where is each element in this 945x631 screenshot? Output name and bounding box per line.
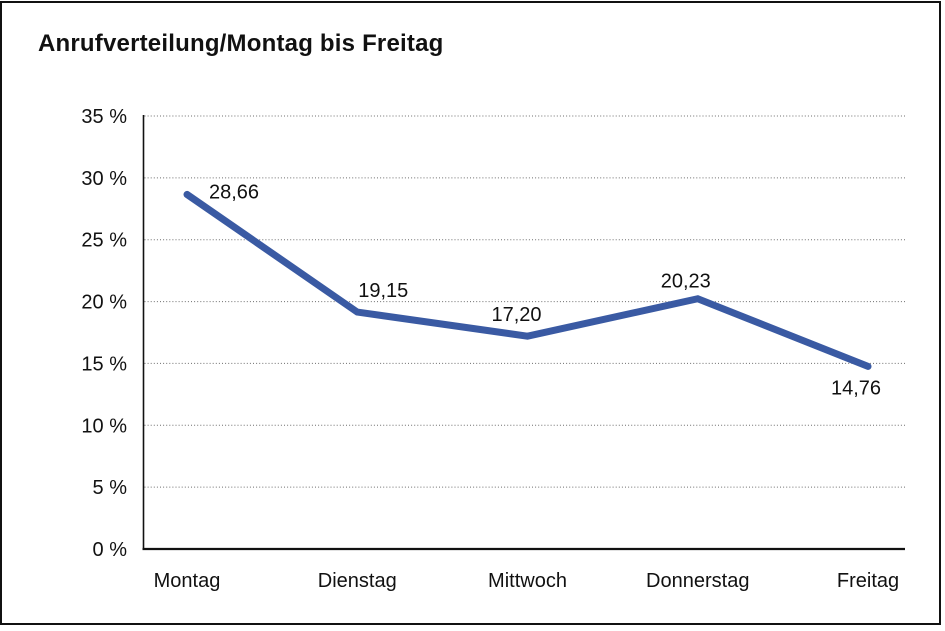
- x-axis-category-label: Dienstag: [318, 570, 397, 592]
- y-axis-tick-label: 10 %: [81, 415, 127, 437]
- data-point-label: 19,15: [358, 280, 408, 302]
- data-point-label: 14,76: [831, 377, 881, 399]
- x-axis-category-label: Montag: [154, 570, 221, 592]
- data-point-label: 17,20: [491, 304, 541, 326]
- y-axis-tick-label: 5 %: [93, 477, 128, 499]
- data-point-label: 20,23: [661, 271, 711, 293]
- x-axis-category-label: Freitag: [837, 570, 899, 592]
- x-axis-category-label: Mittwoch: [488, 570, 567, 592]
- y-axis-tick-label: 30 %: [81, 168, 127, 190]
- data-line: [183, 190, 872, 370]
- y-axis-tick-label: 35 %: [81, 106, 127, 128]
- y-axis-tick-label: 15 %: [81, 353, 127, 375]
- y-axis-tick-label: 25 %: [81, 230, 127, 252]
- chart-title: Anrufverteilung/Montag bis Freitag: [38, 30, 444, 57]
- y-axis-tick-label: 0 %: [93, 539, 128, 561]
- y-axis-tick-label: 20 %: [81, 292, 127, 314]
- x-axis-category-label: Donnerstag: [646, 570, 749, 592]
- data-point-label: 28,66: [209, 181, 259, 203]
